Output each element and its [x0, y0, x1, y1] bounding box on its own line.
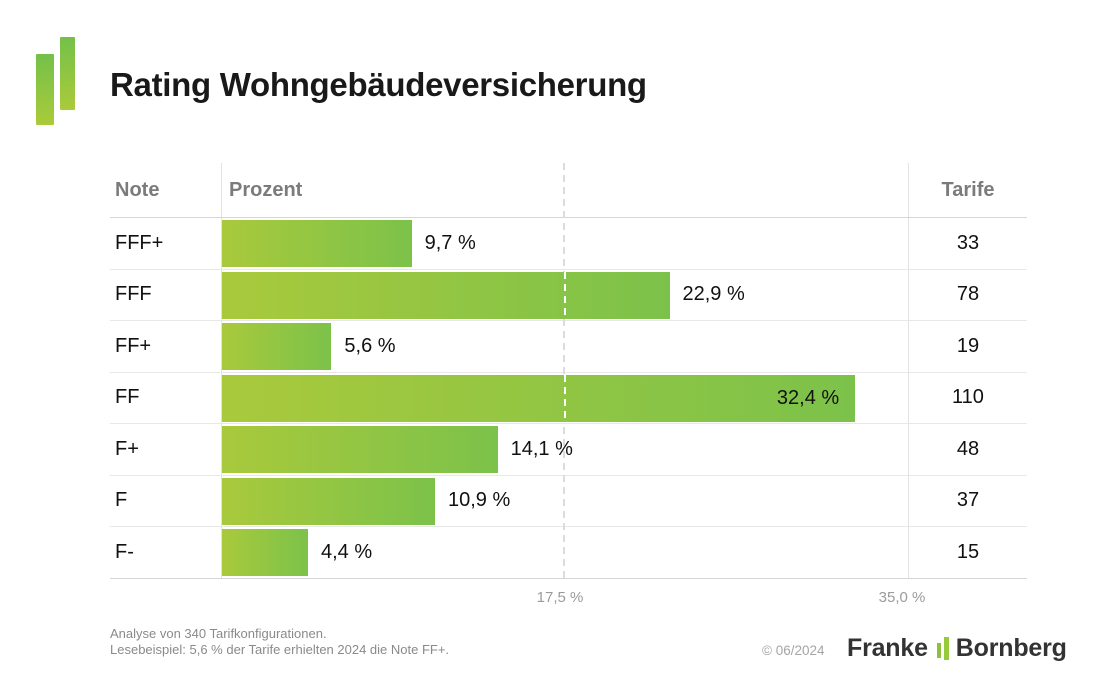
percent-bar — [222, 323, 332, 371]
table-row: F 10,9 % 37 — [110, 475, 1027, 527]
table-row: FF+ 5,6 % 19 — [110, 321, 1027, 373]
x-axis: 17,5 % 35,0 % — [110, 589, 1027, 611]
tariff-count: 33 — [908, 218, 1027, 269]
percent-cell: 10,9 % — [221, 475, 908, 526]
x-axis-tick-label: 17,5 % — [536, 589, 584, 606]
table-row: F- 4,4 % 15 — [110, 527, 1027, 579]
percent-value-label: 4,4 % — [321, 540, 373, 563]
rating-grade-label: FFF — [115, 283, 152, 306]
rating-grade-label: FFF+ — [115, 231, 164, 254]
rating-grade-label: F — [115, 489, 128, 512]
footnote: Analyse von 340 Tarifkonfigurationen. Le… — [110, 626, 449, 658]
column-header-prozent: Prozent — [221, 163, 908, 217]
brand-word-bornberg: Bornberg — [955, 633, 1067, 662]
rating-table: Note Prozent Tarife FFF+ 9,7 % 33 FFF 22… — [110, 163, 1027, 579]
rating-grade-label: F- — [115, 540, 134, 563]
table-row: FF 32,4 % 110 — [110, 372, 1027, 424]
logo-bar-right — [943, 636, 949, 660]
percent-cell: 32,4 % — [221, 372, 908, 423]
page-title: Rating Wohngebäudeversicherung — [110, 66, 647, 103]
column-header-note: Note — [115, 178, 160, 201]
percent-cell: 9,7 % — [221, 218, 908, 269]
table-row: FFF+ 9,7 % 33 — [110, 218, 1027, 270]
logo-bar-left — [936, 642, 941, 658]
percent-value-label: 9,7 % — [424, 231, 476, 254]
logo-bar-right — [60, 37, 75, 110]
column-header-tarife: Tarife — [908, 163, 1027, 217]
tariff-count: 78 — [908, 269, 1027, 320]
rating-grade-label: F+ — [115, 437, 139, 460]
tariff-count: 15 — [908, 527, 1027, 578]
percent-bar: 32,4 % — [222, 374, 856, 422]
x-axis-tick-label: 35,0 % — [878, 589, 926, 606]
footnote-line-2: Lesebeispiel: 5,6 % der Tarife erhielten… — [110, 642, 450, 657]
franke-bornberg-logo-icon — [36, 37, 78, 127]
gridline-17-5-percent — [563, 163, 565, 579]
footnote-line-1: Analyse von 340 Tarifkonfigurationen. — [110, 626, 327, 641]
tariff-count: 48 — [908, 424, 1027, 475]
percent-bar — [222, 529, 308, 577]
table-header-row: Note Prozent Tarife — [110, 163, 1027, 218]
brand-word-franke: Franke — [847, 633, 928, 662]
franke-bornberg-wordmark: Franke Bornberg — [847, 632, 1067, 664]
percent-bar — [222, 477, 435, 525]
percent-cell: 4,4 % — [221, 527, 908, 578]
percent-cell: 5,6 % — [221, 321, 908, 372]
franke-bornberg-logo-icon-small — [936, 636, 950, 661]
table-row: FFF 22,9 % 78 — [110, 269, 1027, 321]
rating-grade-label: FF — [115, 386, 140, 409]
gridline-overlay-white — [563, 374, 566, 422]
percent-value-label: 14,1 % — [510, 437, 573, 460]
percent-value-label: 10,9 % — [448, 489, 511, 512]
percent-cell: 22,9 % — [221, 269, 908, 320]
logo-bar-left — [36, 54, 54, 125]
percent-value-label: 32,4 % — [776, 386, 840, 409]
percent-bar — [222, 271, 670, 319]
percent-cell: 14,1 % — [221, 424, 908, 475]
copyright-label: © 06/2024 — [762, 643, 825, 658]
tariff-count: 19 — [908, 321, 1027, 372]
percent-bar — [222, 426, 498, 474]
table-body: FFF+ 9,7 % 33 FFF 22,9 % 78 FF+ 5,6 % 19… — [110, 218, 1027, 579]
tariff-count: 110 — [908, 372, 1027, 423]
rating-grade-label: FF+ — [115, 334, 152, 357]
percent-value-label: 22,9 % — [682, 283, 745, 306]
gridline-overlay-white — [563, 271, 566, 319]
percent-value-label: 5,6 % — [344, 334, 396, 357]
tariff-count: 37 — [908, 475, 1027, 526]
table-row: F+ 14,1 % 48 — [110, 424, 1027, 476]
percent-bar — [222, 220, 412, 268]
